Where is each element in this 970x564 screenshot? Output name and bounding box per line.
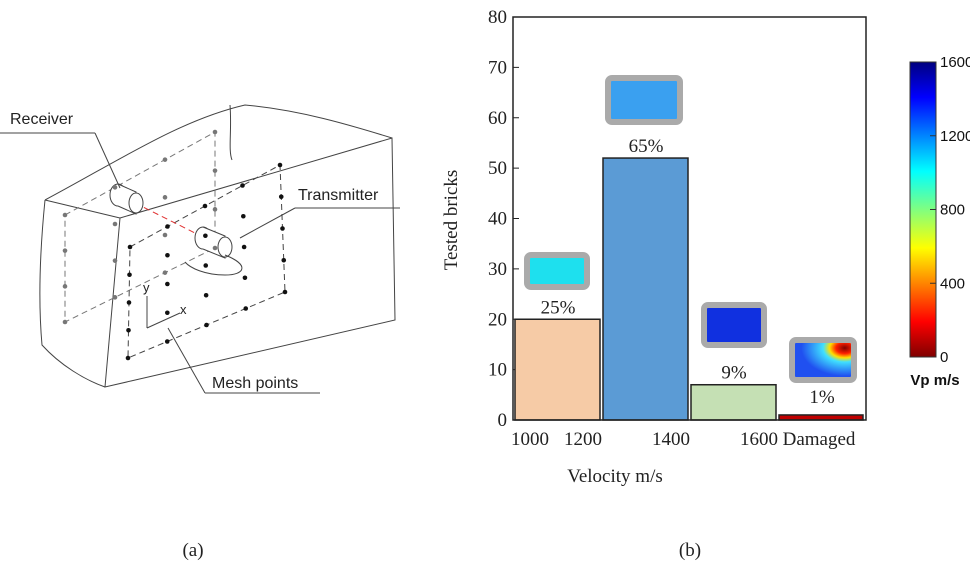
label: Mesh points: [212, 375, 298, 392]
wall-top: [45, 105, 392, 200]
mesh-dot: [165, 253, 170, 258]
leader: [168, 328, 205, 393]
colorbar-label: Vp m/s: [910, 372, 959, 389]
mesh-dot: [243, 275, 248, 280]
label: x: [180, 302, 187, 317]
bar: [603, 158, 688, 420]
mesh-dot: [213, 168, 218, 173]
bar: [779, 415, 863, 420]
mesh-dot: [240, 183, 245, 188]
mesh-dot: [63, 284, 68, 289]
bar-annotation: 9%: [721, 363, 747, 384]
mesh-dot: [203, 263, 208, 268]
caption: (b): [679, 540, 701, 561]
mesh-dot: [213, 207, 218, 212]
mesh-dot: [204, 293, 209, 298]
mesh-dot: [128, 245, 133, 250]
brick-image: [527, 255, 587, 287]
y-tick-label: 0: [498, 410, 508, 431]
mesh-dot: [113, 258, 118, 263]
mesh-dot: [113, 295, 118, 300]
brick-image: [704, 305, 764, 345]
bar: [515, 319, 600, 420]
mesh-dot: [165, 224, 170, 229]
y-tick-label: 30: [488, 259, 507, 280]
edge: [45, 200, 120, 218]
x-tick-label: 1400: [652, 429, 690, 450]
mesh-dot: [213, 246, 218, 251]
label: Receiver: [10, 111, 74, 128]
colorbar-tick-label: 1600: [940, 54, 970, 71]
wall-side: [40, 200, 105, 387]
mesh-dot: [126, 328, 131, 333]
bar-annotation: 25%: [541, 297, 576, 318]
mesh-dot: [278, 163, 283, 168]
x-axis-title: Velocity m/s: [567, 466, 663, 487]
back-mesh: [65, 132, 215, 322]
mesh-dot: [163, 270, 168, 275]
y-tick-label: 50: [488, 158, 507, 179]
mesh-dot: [163, 195, 168, 200]
mesh-dot: [165, 310, 170, 315]
mesh-dot: [63, 320, 68, 325]
colorbar-tick-label: 0: [940, 349, 948, 366]
mesh-dot: [113, 222, 118, 227]
front-face: [105, 138, 395, 387]
mesh-dot: [242, 245, 247, 250]
y-tick-label: 10: [488, 360, 507, 381]
mesh-dot: [241, 214, 246, 219]
mesh-dot: [213, 130, 218, 135]
mesh-dot: [126, 356, 131, 361]
brick-image: [608, 78, 680, 122]
front-mesh: [128, 165, 285, 358]
mesh-dot: [163, 233, 168, 238]
y-tick-label: 60: [488, 108, 507, 129]
x-arrow: [147, 313, 180, 328]
leader: [240, 208, 295, 238]
mesh-dot: [163, 157, 168, 162]
mesh-dot: [127, 300, 132, 305]
y-tick-label: 20: [488, 309, 507, 330]
mesh-dot: [283, 290, 288, 295]
colorbar-tick-label: 400: [940, 275, 965, 292]
bar-annotation: 1%: [809, 387, 835, 408]
y-axis-title: Tested bricks: [441, 170, 462, 271]
mesh-dot: [63, 248, 68, 253]
brick-image: [792, 340, 854, 380]
mesh-dot: [281, 258, 286, 263]
x-tick-label: 1200: [564, 429, 602, 450]
label: y: [143, 280, 150, 295]
diagram: [0, 105, 400, 393]
label: Transmitter: [298, 187, 379, 204]
mesh-dot: [243, 306, 248, 311]
page: {"diagram": {"receiver": "Receiver", "tr…: [0, 0, 970, 564]
mesh-dot: [203, 204, 208, 209]
colorbar-tick-label: 800: [940, 202, 965, 219]
caption: (a): [182, 540, 203, 561]
figure: Receiver Transmitter Mesh points y x (a)…: [0, 0, 970, 564]
mesh-dot: [204, 323, 209, 328]
mesh-dot: [279, 194, 284, 199]
bar-annotation: 65%: [629, 136, 664, 157]
mesh-dot: [165, 282, 170, 287]
x-tick-label: Damaged: [783, 429, 856, 450]
y-tick-label: 70: [488, 57, 507, 78]
mesh-dot: [113, 185, 118, 190]
x-tick-label: 1000: [511, 429, 549, 450]
bar: [691, 385, 776, 420]
mesh-dots: [63, 130, 288, 361]
mesh-dot: [127, 272, 132, 277]
mesh-dot: [203, 233, 208, 238]
crease: [230, 105, 232, 160]
x-tick-label: 1600: [740, 429, 778, 450]
mesh-dot: [63, 213, 68, 218]
y-tick-label: 80: [488, 7, 507, 28]
mesh-dot: [165, 339, 170, 344]
transmitter-probe: [185, 227, 242, 275]
mesh-dot: [280, 226, 285, 231]
y-tick-label: 40: [488, 209, 507, 230]
colorbar-tick-label: 1200: [940, 128, 970, 145]
